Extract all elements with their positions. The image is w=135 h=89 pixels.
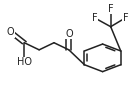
Text: HO: HO [17,57,32,67]
Text: O: O [65,29,73,39]
Text: F: F [123,13,128,23]
Text: O: O [7,27,15,37]
Text: F: F [108,4,114,14]
Text: F: F [92,13,97,23]
